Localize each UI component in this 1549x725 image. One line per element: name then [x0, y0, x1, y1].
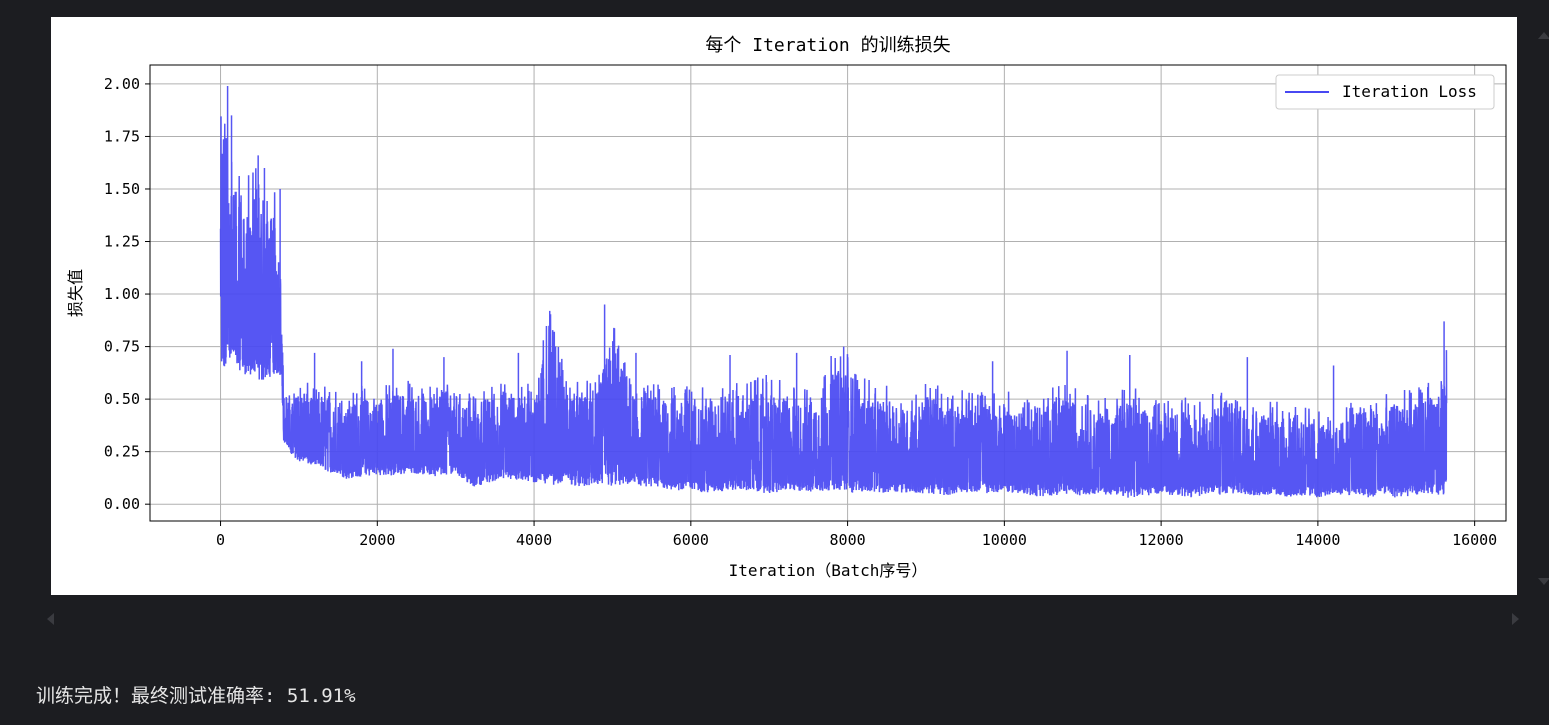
y-axis-label: 损失值 — [66, 269, 85, 317]
x-tick-label: 6000 — [673, 531, 709, 549]
loss-chart: 0 2000 4000 6000 8000 10000 12000 14000 16000 0.0… — [66, 35, 1507, 580]
x-tick-label: 14000 — [1295, 531, 1340, 549]
y-tick-label: 0.50 — [104, 390, 140, 408]
x-tick-label: 0 — [216, 531, 225, 549]
scroll-up-icon[interactable] — [1538, 32, 1549, 39]
series-line-iteration-loss — [219, 86, 1448, 498]
x-axis-label: Iteration（Batch序号） — [729, 561, 928, 580]
scroll-right-icon[interactable] — [1512, 613, 1519, 625]
y-tick-label: 1.75 — [104, 127, 140, 145]
x-tick-label: 16000 — [1452, 531, 1497, 549]
training-result-text: 训练完成！最终测试准确率: 51.91% — [36, 685, 356, 707]
x-tick-label: 8000 — [830, 531, 866, 549]
x-tick-label: 2000 — [359, 531, 395, 549]
y-tick-label: 0.25 — [104, 443, 140, 461]
x-tick-label: 10000 — [982, 531, 1027, 549]
legend-box — [1275, 74, 1495, 110]
y-tick-label: 0.00 — [104, 495, 140, 513]
y-tick-label: 1.00 — [104, 285, 140, 303]
scroll-down-icon[interactable] — [1538, 578, 1549, 585]
y-tick-label: 1.50 — [104, 180, 140, 198]
y-tick-label: 1.25 — [104, 233, 140, 251]
plot-frame — [149, 64, 1507, 522]
legend-label: Iteration Loss — [1342, 82, 1477, 101]
x-tick-label: 4000 — [516, 531, 552, 549]
y-tick-label: 0.75 — [104, 338, 140, 356]
legend: Iteration Loss — [1275, 74, 1495, 110]
scroll-left-icon[interactable] — [47, 613, 54, 625]
chart-title: 每个 Iteration 的训练损失 — [705, 35, 950, 56]
x-tick-label: 12000 — [1139, 531, 1184, 549]
chart-panel: 0 2000 4000 6000 8000 10000 12000 14000 16000 0.0… — [51, 17, 1517, 595]
y-tick-label: 2.00 — [104, 75, 140, 93]
